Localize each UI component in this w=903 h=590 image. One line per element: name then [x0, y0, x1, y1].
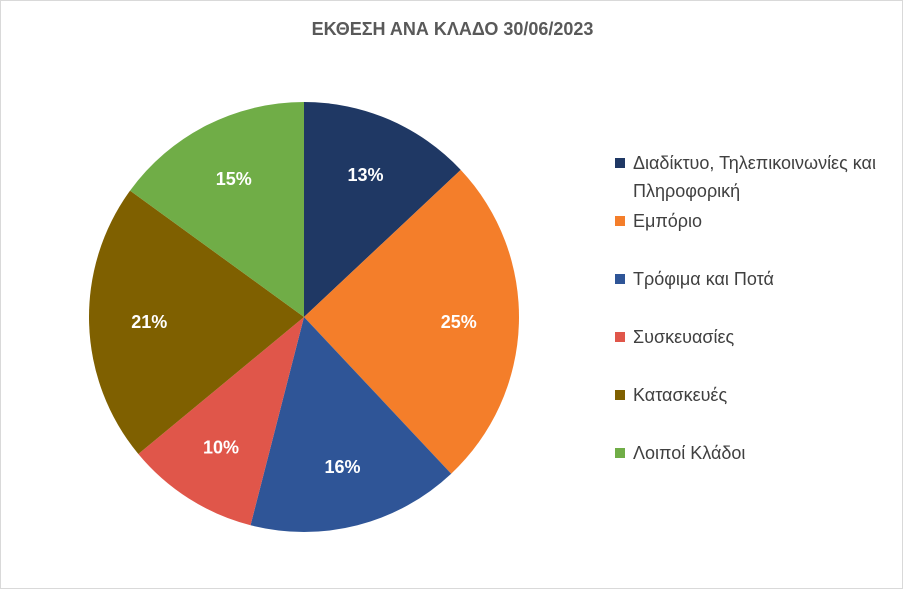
legend-item-5: Λοιποί Κλάδοι: [615, 439, 903, 467]
legend-label-3: Συσκευασίες: [633, 327, 735, 347]
chart-title: ΕΚΘΕΣΗ ΑΝΑ ΚΛΑΔΟ 30/06/2023: [311, 19, 594, 39]
pie-slice-3: [138, 317, 304, 526]
legend-item-1: Εμπόριο: [615, 207, 903, 235]
slice-data-label-4: 21%: [131, 312, 167, 332]
legend-item-3: Συσκευασίες: [615, 323, 903, 351]
slice-data-label-2: 16%: [324, 457, 360, 477]
legend-swatch-0: [615, 158, 625, 168]
legend-item-0: Διαδίκτυο, Τηλεπικοινωνίες και Πληροφορι…: [615, 149, 903, 205]
pie-slice-5: [130, 102, 304, 317]
pie-slice-4: [89, 190, 305, 455]
legend-swatch-1: [615, 216, 625, 226]
legend-swatch-5: [615, 448, 625, 458]
slice-data-label-5: 15%: [216, 169, 252, 189]
legend-swatch-4: [615, 390, 625, 400]
legend-label-0: Διαδίκτυο, Τηλεπικοινωνίες και Πληροφορι…: [633, 153, 876, 201]
legend-item-4: Κατασκευές: [615, 381, 903, 409]
slice-data-label-3: 10%: [203, 438, 239, 458]
pie-slice-2: [250, 317, 452, 532]
pie-slice-0: [304, 102, 461, 317]
legend-label-4: Κατασκευές: [633, 385, 728, 405]
legend-label-5: Λοιποί Κλάδοι: [633, 443, 746, 463]
pie-slice-1: [304, 169, 519, 474]
legend-swatch-2: [615, 274, 625, 284]
legend-label-1: Εμπόριο: [633, 211, 703, 231]
slice-data-label-0: 13%: [347, 165, 383, 185]
legend-item-2: Τρόφιμα και Ποτά: [615, 265, 903, 293]
slice-data-label-1: 25%: [441, 312, 477, 332]
legend-swatch-3: [615, 332, 625, 342]
legend-label-2: Τρόφιμα και Ποτά: [633, 269, 774, 289]
